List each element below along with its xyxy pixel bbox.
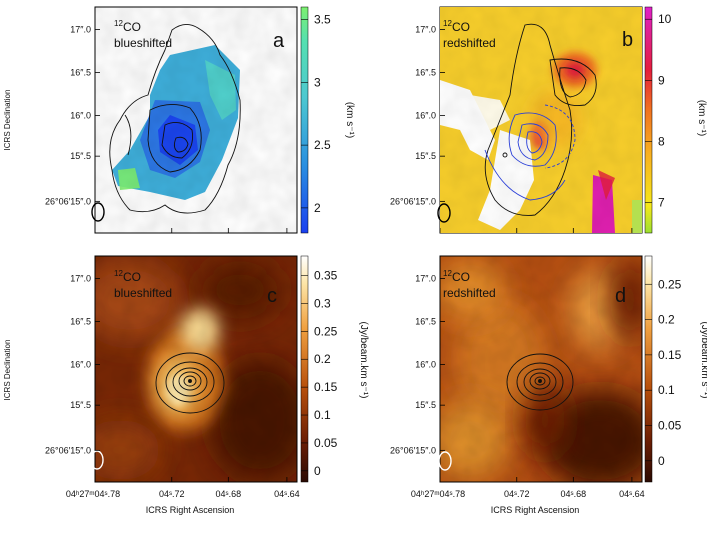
panel-d-ra-tick-label: 04ʰ27ᵐ04ˢ.78	[411, 489, 465, 499]
panel-c-beam	[90, 450, 104, 470]
panel-c-contours	[155, 352, 225, 414]
panel-a-dec-tick-label: 26°06′15″.0	[45, 196, 91, 206]
panel-c-letter: c	[267, 285, 277, 307]
panel-b-colorbar-tick-label: 8	[658, 134, 665, 148]
panel-d-label-iso: 12	[443, 269, 452, 278]
panel-c-colorbar	[300, 255, 309, 483]
panel-b-dec-tick-label: 15″.5	[415, 151, 436, 161]
panel-a-colorbar-unit: (km s⁻¹)	[344, 102, 355, 138]
panel-b-colorbar-tick-label: 9	[658, 73, 665, 87]
panel-c-xlabel: ICRS Right Ascension	[146, 505, 235, 515]
panel-a-colorbar	[300, 6, 309, 234]
panel-c-dec-tick-label: 16″.0	[70, 359, 91, 369]
panel-b-colorbar-tick-label: 10	[658, 12, 672, 26]
panel-a: 12 CO blueshifted a (km s⁻¹)	[91, 6, 355, 234]
panel-c-ra-tick-label: 04ˢ.72	[159, 489, 185, 499]
panel-c-frame	[94, 255, 298, 483]
panel-b-velocity-map	[440, 7, 642, 233]
panel-c-label-iso: 12	[114, 269, 123, 278]
panel-d-colorbar-tick-label: 0	[658, 454, 665, 468]
panel-d-colorbar-tick-label: 0.1	[658, 383, 675, 397]
panel-d-colorbar-tick-label: 0.15	[658, 348, 682, 362]
panel-d-colorbar	[644, 255, 653, 483]
panel-d-dec-tick-label: 16″.5	[415, 317, 436, 327]
panel-c-dec-tick-label: 26°06′15″.0	[45, 445, 91, 455]
panel-c-colorbar-tick-label: 0.1	[314, 408, 331, 422]
panel-d-colorbar-tick-label: 0.2	[658, 313, 675, 327]
panel-a-dec-tick-label: 17″.0	[70, 25, 91, 35]
panel-b-colorbar-unit: (km s⁻¹)	[696, 100, 707, 136]
panel-b-colorbar-tick-label: 7	[658, 195, 665, 209]
panel-c-dec-tick-label: 17″.0	[70, 274, 91, 284]
panel-c-intensity-map	[95, 256, 297, 482]
panel-c-dec-tick-label: 15″.5	[70, 400, 91, 410]
panel-c-colorbar-tick-label: 0	[314, 464, 321, 478]
panel-b: 12 CO redshifted b (km s⁻¹)	[437, 6, 707, 234]
panel-d-label-mol: CO	[452, 270, 470, 284]
ticks-layer: 17″.0 16″.5 16″.0 15″.5 26°06′15″.0 3.5 3 2.5 2 1…	[45, 12, 682, 499]
panel-a-colorbar-tick-label: 2	[314, 201, 321, 215]
panel-d-colorbar-unit: (Jy/beam.km s⁻¹)	[699, 322, 707, 399]
panel-c-colorbar-tick-label: 0.3	[314, 296, 331, 310]
panel-d-colorbar-tick-label: 0.25	[658, 277, 682, 291]
panel-c-ra-tick-label: 04ˢ.64	[274, 489, 300, 499]
panel-c-dec-tick-label: 16″.5	[70, 317, 91, 327]
panel-d-beam	[438, 451, 452, 471]
panel-a-dec-tick-label: 16″.5	[70, 68, 91, 78]
panel-b-beam	[437, 203, 451, 223]
panel-d-xlabel: ICRS Right Ascension	[491, 505, 580, 515]
panel-a-label-mol: CO	[123, 20, 141, 34]
panel-a-colorbar-tick-label: 2.5	[314, 138, 331, 152]
panel-a-ylabel: ICRS Declination	[3, 90, 12, 151]
panel-a-label-iso: 12	[114, 19, 123, 28]
panel-c-colorbar-tick-label: 0.2	[314, 352, 331, 366]
panel-b-dec-tick-label: 26°06′15″.0	[390, 196, 436, 206]
panel-b-label-mol: CO	[452, 20, 470, 34]
panel-c-colorbar-tick-label: 0.15	[314, 380, 338, 394]
panel-c-colorbar-unit: (Jy/beam.km s⁻¹)	[358, 322, 369, 399]
panel-b-dec-tick-label: 17″.0	[415, 25, 436, 35]
panel-a-dec-tick-label: 15″.5	[70, 151, 91, 161]
panel-d-dec-tick-label: 16″.0	[415, 359, 436, 369]
panel-a-beam	[91, 202, 105, 222]
panel-b-dec-tick-label: 16″.5	[415, 68, 436, 78]
panel-c-label-mol: CO	[123, 270, 141, 284]
panel-a-contours	[109, 24, 241, 214]
panel-c: 12 CO blueshifted c (Jy/beam.km s⁻¹)	[90, 255, 369, 483]
panel-d-ra-tick-label: 04ˢ.68	[561, 489, 587, 499]
panel-b-contours	[484, 23, 597, 216]
panel-d-frame	[439, 255, 643, 483]
panel-c-ra-tick-label: 04ʰ27ᵐ04ˢ.78	[66, 489, 120, 499]
panel-d-contours	[506, 353, 574, 411]
panel-c-colorbar-tick-label: 0.05	[314, 436, 338, 450]
panel-d-colorbar-tick-label: 0.05	[658, 419, 682, 433]
panel-a-colorbar-tick-label: 3.5	[314, 13, 331, 27]
panel-a-dec-tick-label: 16″.0	[70, 110, 91, 120]
panel-a-colorbar-tick-label: 3	[314, 75, 321, 89]
panel-b-label-line2: redshifted	[443, 36, 496, 50]
panel-d-letter: d	[615, 285, 626, 307]
panel-d-dec-tick-label: 17″.0	[415, 274, 436, 284]
panel-b-dec-tick-label: 16″.0	[415, 110, 436, 120]
panel-d-ra-tick-label: 04ˢ.64	[619, 489, 645, 499]
panel-c-colorbar-tick-label: 0.25	[314, 324, 338, 338]
panel-d-label-line2: redshifted	[443, 286, 496, 300]
panel-b-label-iso: 12	[443, 19, 452, 28]
panel-a-label-line2: blueshifted	[114, 36, 172, 50]
panel-b-letter: b	[622, 29, 633, 51]
panel-d-ra-tick-label: 04ˢ.72	[504, 489, 530, 499]
panel-c-ra-tick-label: 04ˢ.68	[216, 489, 242, 499]
panel-d-dec-tick-label: 26°06′15″.0	[390, 445, 436, 455]
panel-d: 12 CO redshifted d (Jy/beam.km s⁻¹)	[438, 255, 707, 483]
panel-a-letter: a	[273, 30, 285, 52]
panel-c-colorbar-tick-label: 0.35	[314, 269, 338, 283]
panel-c-ylabel: ICRS Declination	[3, 340, 12, 401]
panel-b-colorbar	[644, 6, 653, 234]
panel-c-label-line2: blueshifted	[114, 286, 172, 300]
panel-d-dec-tick-label: 15″.5	[415, 400, 436, 410]
